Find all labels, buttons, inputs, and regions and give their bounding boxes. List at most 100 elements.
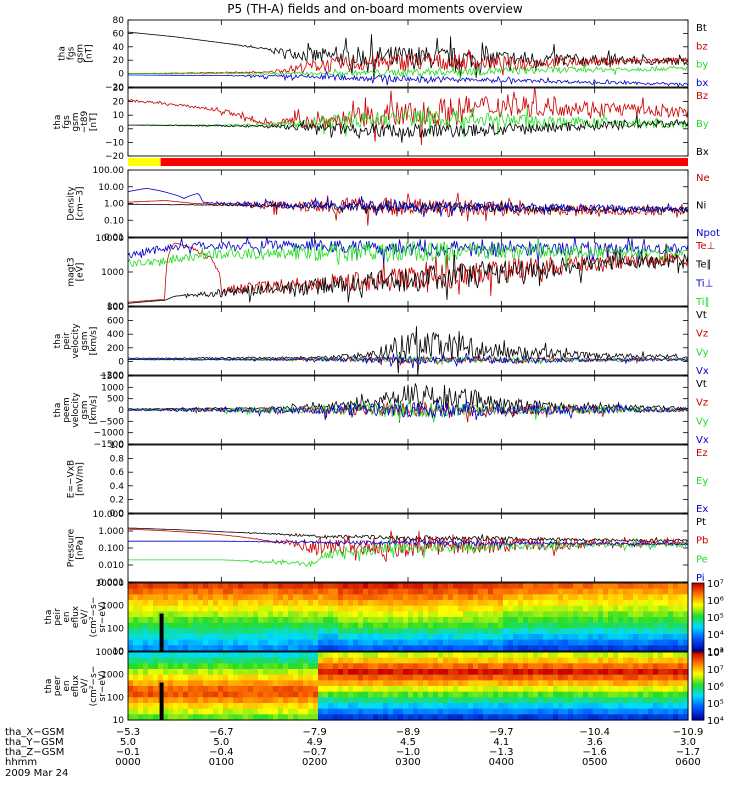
spectrogram-cell bbox=[293, 622, 299, 629]
spectrogram-cell bbox=[478, 674, 484, 681]
spectrogram-cell bbox=[508, 697, 514, 704]
x-axis-value: −1.6 bbox=[583, 747, 607, 758]
spectrogram-cell bbox=[528, 708, 534, 715]
spectrogram-cell bbox=[493, 605, 499, 612]
spectrogram-cell bbox=[308, 652, 314, 659]
spectrogram-cell bbox=[188, 617, 194, 624]
spectrogram-cell bbox=[418, 669, 424, 676]
spectrogram-cell bbox=[258, 657, 264, 664]
spectrogram-cell bbox=[423, 622, 429, 629]
spectrogram-cell bbox=[153, 680, 159, 687]
spectrogram-cell bbox=[363, 605, 369, 612]
y-axis-label: tha bbox=[53, 403, 63, 418]
spectrogram-cell bbox=[328, 600, 334, 607]
spectrogram-cell bbox=[128, 669, 134, 676]
spectrogram-cell bbox=[253, 714, 259, 721]
spectrogram-cell bbox=[523, 652, 529, 659]
panel-pressure: Pressure [nPa]10.0001.0000.1000.0100.001P… bbox=[67, 510, 709, 588]
spectrogram-cell bbox=[418, 652, 424, 659]
spectrogram-cell bbox=[288, 669, 294, 676]
spectrogram-cell bbox=[543, 605, 549, 612]
spectrogram-cell bbox=[258, 622, 264, 629]
spectrogram-cell bbox=[478, 714, 484, 721]
spectrogram-cell bbox=[208, 634, 214, 641]
spectrogram-cell bbox=[283, 645, 289, 652]
spectrogram-cell bbox=[573, 708, 579, 715]
spectrogram-cell bbox=[318, 617, 324, 624]
panel-peer-spec: tha peer en eflux eV/(cm²−s− sr−eV)1000010001… bbox=[44, 648, 724, 727]
spectrogram-cell bbox=[628, 600, 634, 607]
spectrogram-cell bbox=[603, 588, 609, 595]
spectrogram-cell bbox=[273, 691, 279, 698]
spectrogram-cell bbox=[533, 594, 539, 601]
spectrogram-cell bbox=[273, 600, 279, 607]
spectrogram-cell bbox=[498, 652, 504, 659]
spectrogram-cell bbox=[148, 691, 154, 698]
spectrogram-cell bbox=[343, 617, 349, 624]
spectrogram-cell bbox=[498, 657, 504, 664]
spectrogram-cell bbox=[553, 617, 559, 624]
spectrogram-cell bbox=[133, 594, 139, 601]
spectrogram-cell bbox=[293, 697, 299, 704]
spectrogram-cell bbox=[663, 657, 669, 664]
spectrogram-cell bbox=[573, 588, 579, 595]
spectrogram-cell bbox=[323, 697, 329, 704]
spectrogram-cell bbox=[628, 588, 634, 595]
spectrogram-cell bbox=[508, 639, 514, 646]
spectrogram-cell bbox=[518, 652, 524, 659]
spectrogram-cell bbox=[438, 645, 444, 652]
spectrogram-cell bbox=[273, 703, 279, 710]
spectrogram-cell bbox=[268, 645, 274, 652]
spectrogram-cell bbox=[203, 628, 209, 635]
spectrogram-cell bbox=[463, 708, 469, 715]
spectrogram-cell bbox=[663, 583, 669, 590]
spectrogram-cell bbox=[588, 708, 594, 715]
spectrogram-cell bbox=[233, 588, 239, 595]
spectrogram-cell bbox=[648, 680, 654, 687]
spectrogram-cell bbox=[353, 617, 359, 624]
spectrogram-cell bbox=[223, 634, 229, 641]
spectrogram-cell bbox=[388, 714, 394, 721]
spectrogram-cell bbox=[288, 714, 294, 721]
spectrogram-cell bbox=[528, 680, 534, 687]
spectrogram-cell bbox=[338, 645, 344, 652]
spectrogram-cell bbox=[593, 622, 599, 629]
y-tick-label: 1.000 bbox=[98, 527, 124, 537]
y-tick-label: 0.6 bbox=[110, 468, 125, 478]
spectrogram-cell bbox=[388, 583, 394, 590]
spectrogram-cell bbox=[238, 634, 244, 641]
spectrogram-cell bbox=[338, 657, 344, 664]
spectrogram-cell bbox=[623, 708, 629, 715]
spectrogram-cell bbox=[558, 663, 564, 670]
spectrogram-cell bbox=[598, 714, 604, 721]
spectrogram-cell bbox=[383, 628, 389, 635]
spectrogram-cell bbox=[643, 657, 649, 664]
spectrogram-cell bbox=[503, 583, 509, 590]
spectrogram-cell bbox=[623, 605, 629, 612]
spectrogram-cell bbox=[453, 691, 459, 698]
spectrogram-cell bbox=[198, 697, 204, 704]
spectrogram-cell bbox=[453, 634, 459, 641]
spectrogram-cell bbox=[638, 617, 644, 624]
spectrogram-cell bbox=[258, 686, 264, 693]
spectrogram-cell bbox=[143, 708, 149, 715]
spectrogram-cell bbox=[463, 622, 469, 629]
spectrogram-cell bbox=[323, 594, 329, 601]
spectrogram-cell bbox=[258, 617, 264, 624]
spectrogram-cell bbox=[293, 628, 299, 635]
spectrogram-cell bbox=[238, 600, 244, 607]
spectrogram-cell bbox=[248, 634, 254, 641]
spectrogram-cell bbox=[343, 708, 349, 715]
spectrogram-cell bbox=[213, 628, 219, 635]
spectrogram-cell bbox=[428, 663, 434, 670]
spectrogram-cell bbox=[478, 600, 484, 607]
spectrogram-cell bbox=[513, 714, 519, 721]
spectrogram-cell bbox=[158, 605, 164, 612]
spectrogram-cell bbox=[593, 663, 599, 670]
spectrogram-cell bbox=[673, 686, 679, 693]
spectrogram-cell bbox=[143, 622, 149, 629]
spectrogram-cell bbox=[463, 594, 469, 601]
spectrogram-cell bbox=[128, 708, 134, 715]
spectrogram-cell bbox=[633, 639, 639, 646]
spectrogram-cell bbox=[513, 617, 519, 624]
